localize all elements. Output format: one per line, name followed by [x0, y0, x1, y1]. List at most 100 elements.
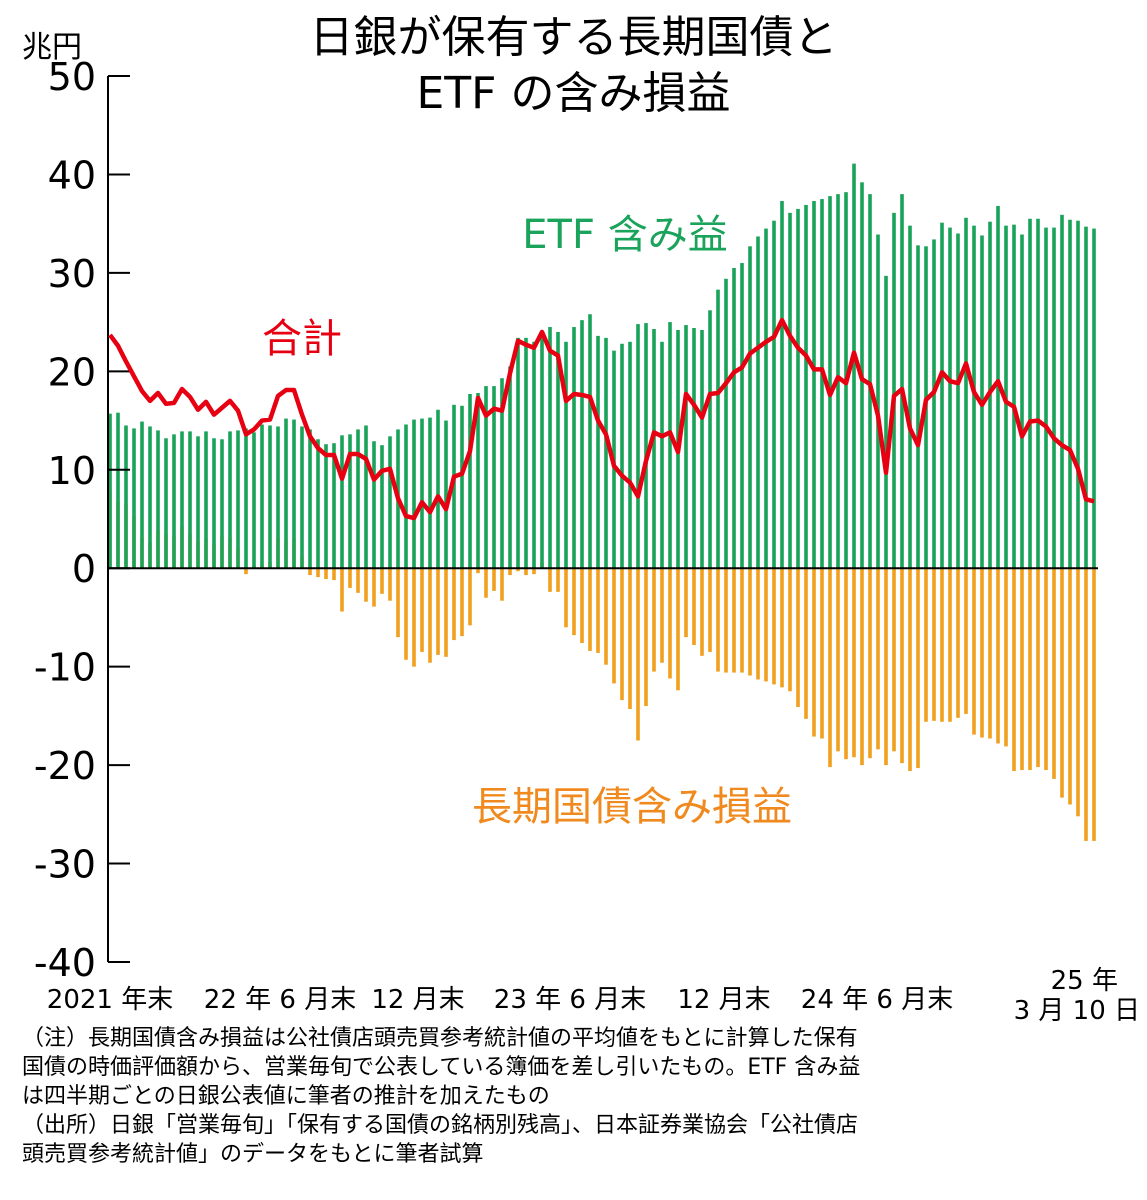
y-tick-label: -10: [34, 646, 96, 690]
etf-bar: [444, 420, 448, 569]
etf-bar: [148, 426, 152, 569]
etf-bar: [900, 194, 904, 569]
etf-bar: [940, 222, 944, 569]
jgb-bar: [988, 568, 992, 739]
etf-bar: [828, 196, 832, 569]
etf-bar: [260, 424, 264, 569]
jgb-bar: [684, 568, 688, 638]
jgb-bar: [444, 568, 448, 657]
etf-bar: [644, 323, 648, 569]
etf-bar: [1068, 219, 1072, 569]
jgb-bar: [1084, 568, 1088, 841]
jgb-bar: [740, 568, 744, 673]
jgb-bar: [636, 568, 640, 741]
jgb-bar: [1060, 568, 1064, 798]
etf-bar: [556, 331, 560, 569]
etf-bar: [212, 438, 216, 569]
jgb-bar: [788, 568, 792, 692]
jgb-bar: [812, 568, 816, 737]
etf-bar: [692, 328, 696, 569]
etf-bar: [564, 341, 568, 569]
etf-bar: [244, 428, 248, 569]
etf-bars: [108, 163, 1096, 569]
jgb-bar: [316, 568, 320, 578]
jgb-bar: [308, 568, 312, 576]
jgb-bar: [468, 568, 472, 626]
jgb-bar: [828, 568, 832, 768]
etf-bar: [404, 424, 408, 569]
etf-bar: [156, 430, 160, 569]
jgb-bar: [588, 568, 592, 651]
jgb-bar: [972, 568, 976, 735]
jgb-bar: [804, 568, 808, 719]
jgb-bar: [580, 568, 584, 644]
etf-bar: [620, 343, 624, 569]
jgb-bar: [892, 568, 896, 752]
etf-bar: [1060, 214, 1064, 569]
jgb-bar: [548, 568, 552, 592]
note-line: （注）長期国債含み損益は公社債店頭売買参考統計値の平均値をもとに計算した保有: [22, 1026, 858, 1051]
jgb-bar: [700, 568, 704, 656]
etf-bar: [500, 378, 504, 569]
etf-bar: [1076, 220, 1080, 569]
etf-bar: [540, 336, 544, 569]
etf-bar: [1092, 228, 1096, 569]
etf-bar: [604, 337, 608, 569]
jgb-bar: [844, 568, 848, 760]
etf-bar: [508, 366, 512, 569]
jgb-bar: [924, 568, 928, 722]
y-tick-label: -20: [34, 744, 96, 788]
unit-label: 兆円: [22, 30, 82, 65]
etf-bar: [684, 325, 688, 569]
jgb-bar: [356, 568, 360, 593]
etf-bar: [916, 245, 920, 569]
jgb-bar: [668, 568, 672, 679]
jgb-bar: [428, 568, 432, 663]
jgb-bar: [532, 568, 536, 575]
etf-bar: [364, 425, 368, 569]
etf-bar: [332, 443, 336, 569]
jgb-bar: [524, 568, 528, 576]
etf-bar: [780, 201, 784, 569]
etf-bar: [124, 425, 128, 569]
jgb-bar: [1092, 568, 1096, 841]
jgb-bar: [364, 568, 368, 602]
jgb-bar: [676, 568, 680, 691]
etf-bar: [428, 417, 432, 569]
etf-bar: [636, 324, 640, 569]
x-tick-label: 24 年 6 月末: [801, 985, 953, 1015]
etf-bar: [628, 341, 632, 569]
jgb-series-label: 長期国債含み損益: [472, 784, 792, 830]
etf-bar: [420, 418, 424, 569]
jgb-bar: [564, 568, 568, 628]
etf-bar: [772, 220, 776, 569]
jgb-bar: [1020, 568, 1024, 771]
jgb-bar: [724, 568, 728, 673]
jgb-bar: [644, 568, 648, 707]
etf-bar: [300, 426, 304, 569]
etf-bar: [820, 199, 824, 569]
jgb-bar: [916, 568, 920, 769]
etf-bar: [708, 310, 712, 569]
etf-bar: [596, 335, 600, 569]
jgb-bar: [340, 568, 344, 612]
etf-bar: [388, 436, 392, 569]
etf-bar: [348, 434, 352, 569]
etf-bar: [732, 267, 736, 569]
jgb-bar: [1068, 568, 1072, 805]
etf-bar: [876, 234, 880, 569]
etf-bar: [308, 429, 312, 569]
etf-bar: [188, 431, 192, 569]
jgb-bar: [348, 568, 352, 588]
etf-bar: [1036, 218, 1040, 569]
jgb-bar: [460, 568, 464, 637]
etf-bar: [716, 289, 720, 569]
etf-bar: [668, 322, 672, 569]
total-line: [108, 317, 1095, 521]
jgb-bar: [1028, 568, 1032, 771]
jgb-bar: [596, 568, 600, 653]
jgb-bar: [436, 568, 440, 655]
jgb-bar: [860, 568, 864, 766]
jgb-bar: [412, 568, 416, 667]
etf-bar: [852, 163, 856, 569]
